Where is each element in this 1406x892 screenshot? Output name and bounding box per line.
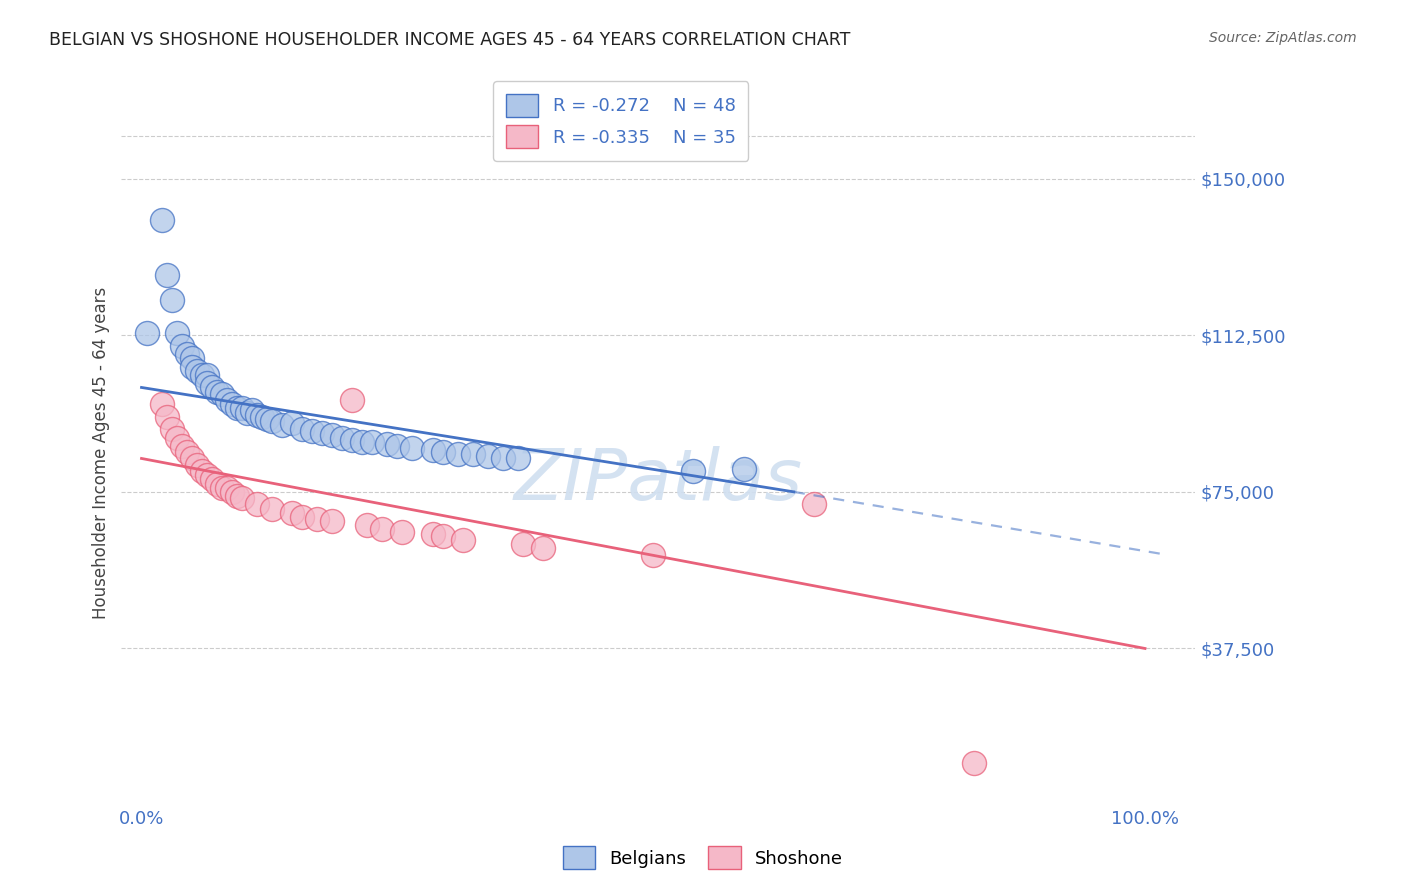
Point [301, 425, 323, 439]
Point [461, 447, 484, 461]
Point [176, 445, 198, 459]
Point [205, 384, 228, 399]
Point [512, 537, 534, 551]
Point [135, 326, 157, 341]
Point [176, 347, 198, 361]
Point [190, 464, 212, 478]
Point [531, 541, 554, 556]
Point [352, 434, 374, 449]
Point [446, 447, 468, 461]
Point [307, 512, 329, 526]
Point [733, 462, 755, 476]
Point [160, 293, 183, 307]
Point [506, 451, 529, 466]
Point [291, 510, 314, 524]
Point [356, 518, 378, 533]
Point [205, 476, 228, 491]
Point [682, 464, 704, 478]
Point [321, 514, 343, 528]
Point [291, 422, 314, 436]
Point [170, 339, 193, 353]
Y-axis label: Householder Income Ages 45 - 64 years: Householder Income Ages 45 - 64 years [93, 286, 110, 619]
Point [231, 401, 253, 416]
Point [225, 489, 247, 503]
Point [195, 468, 218, 483]
Point [195, 368, 218, 382]
Point [186, 458, 208, 472]
Point [150, 213, 173, 227]
Text: Source: ZipAtlas.com: Source: ZipAtlas.com [1209, 31, 1357, 45]
Point [271, 418, 294, 433]
Point [221, 397, 243, 411]
Legend: R = -0.272    N = 48, R = -0.335    N = 35: R = -0.272 N = 48, R = -0.335 N = 35 [494, 81, 748, 161]
Point [361, 434, 384, 449]
Point [250, 409, 273, 424]
Point [260, 501, 283, 516]
Point [422, 526, 444, 541]
Point [201, 472, 224, 486]
Point [643, 548, 665, 562]
Point [803, 497, 825, 511]
Point [211, 481, 233, 495]
Text: BELGIAN VS SHOSHONE HOUSEHOLDER INCOME AGES 45 - 64 YEARS CORRELATION CHART: BELGIAN VS SHOSHONE HOUSEHOLDER INCOME A… [49, 31, 851, 49]
Point [166, 326, 188, 341]
Point [391, 524, 413, 539]
Point [221, 484, 243, 499]
Point [236, 405, 259, 419]
Point [260, 414, 283, 428]
Point [281, 506, 304, 520]
Point [246, 497, 269, 511]
Point [201, 380, 224, 394]
Point [180, 359, 202, 374]
Point [432, 445, 454, 459]
Point [211, 386, 233, 401]
Point [256, 411, 278, 425]
Point [190, 368, 212, 382]
Point [477, 450, 499, 464]
Point [321, 428, 343, 442]
Text: ZIPatlas: ZIPatlas [513, 446, 803, 516]
Point [387, 439, 409, 453]
Point [231, 491, 253, 505]
Point [281, 416, 304, 430]
Point [150, 397, 173, 411]
Point [186, 364, 208, 378]
Point [432, 529, 454, 543]
Point [246, 408, 269, 422]
Point [180, 451, 202, 466]
Point [330, 431, 353, 445]
Point [180, 351, 202, 366]
Point [215, 392, 238, 407]
Point [342, 392, 364, 407]
Point [215, 481, 238, 495]
Point [155, 268, 177, 282]
Legend: Belgians, Shoshone: Belgians, Shoshone [554, 838, 852, 879]
Point [160, 422, 183, 436]
Point [401, 441, 423, 455]
Point [311, 426, 333, 441]
Point [155, 409, 177, 424]
Point [240, 403, 263, 417]
Point [451, 533, 474, 547]
Point [166, 431, 188, 445]
Point [422, 443, 444, 458]
Point [371, 523, 394, 537]
Point [170, 439, 193, 453]
Point [377, 437, 399, 451]
Point [195, 376, 218, 391]
Point [963, 756, 986, 771]
Point [492, 451, 515, 466]
Point [225, 401, 247, 416]
Point [342, 433, 364, 447]
